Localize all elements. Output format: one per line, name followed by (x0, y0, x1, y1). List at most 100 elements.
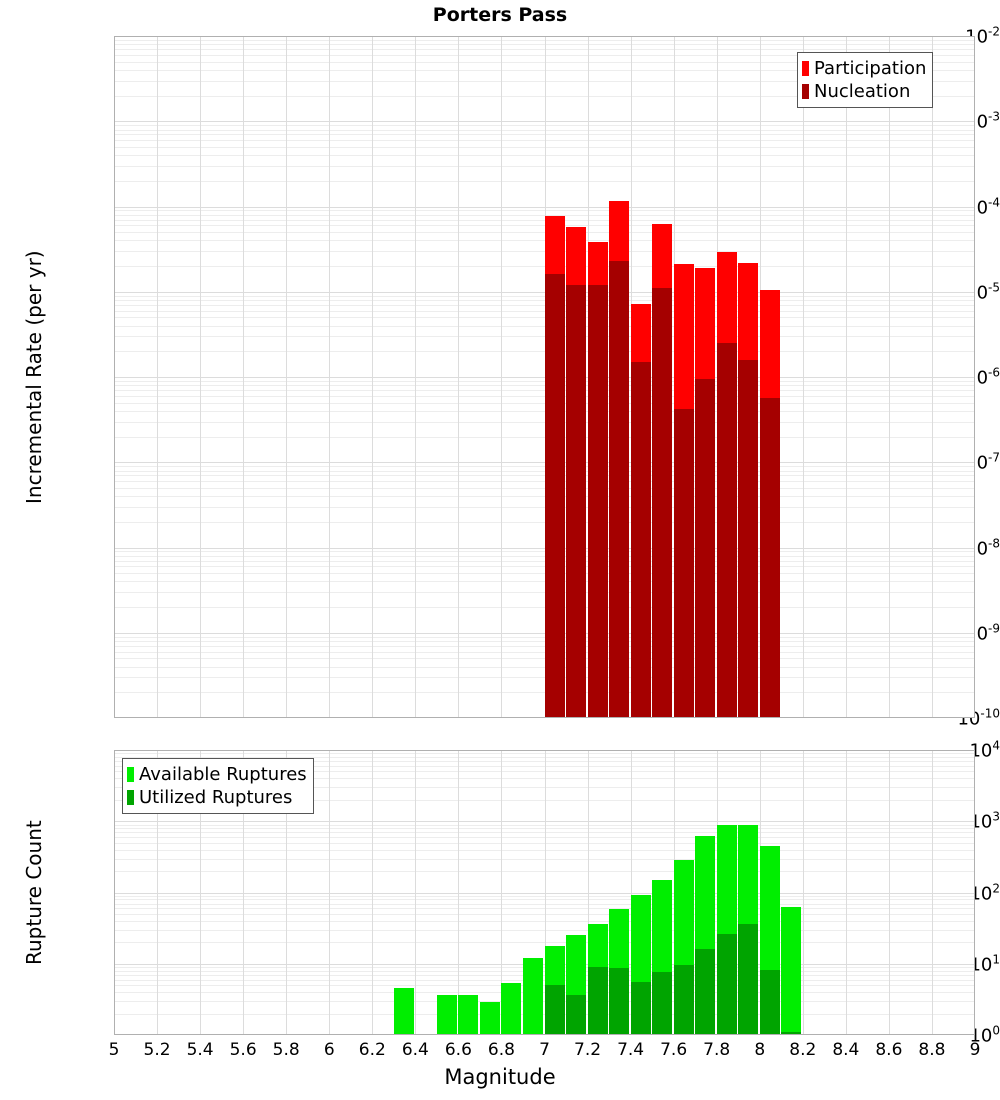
gridline-vertical (501, 36, 502, 718)
x-tick-label: 9 (969, 1040, 981, 1060)
gridline-vertical (329, 750, 330, 1035)
bar-segment-lower (630, 982, 651, 1035)
bottom-panel-legend: Available Ruptures Utilized Ruptures (122, 758, 314, 814)
gridline-vertical (200, 36, 201, 718)
gridline-horizontal-minor (114, 766, 975, 767)
bar-segment-lower (587, 284, 608, 718)
top-panel-plot-area (114, 36, 975, 718)
gridline-horizontal-minor (114, 181, 975, 182)
bar (479, 1002, 500, 1035)
bar (630, 895, 651, 1035)
gridline-vertical (846, 750, 847, 1035)
bar (652, 224, 673, 718)
gridline-vertical (889, 36, 890, 718)
gridline-vertical (588, 750, 589, 1035)
bar (393, 988, 414, 1035)
gridline-vertical (545, 750, 546, 1035)
gridline-vertical (415, 750, 416, 1035)
bar (716, 824, 737, 1035)
x-tick-label: 8.4 (832, 1040, 860, 1060)
legend-color-swatch-icon (127, 767, 134, 782)
x-tick-label: 8 (754, 1040, 766, 1060)
bar (759, 289, 780, 718)
bar (673, 859, 694, 1035)
bottom-legend-item[interactable]: Utilized Ruptures (127, 786, 307, 809)
bottom-panel-y-tick: 104 (969, 738, 1000, 762)
x-tick-label: 5 (108, 1040, 120, 1060)
top-panel-legend: Participation Nucleation (797, 52, 934, 108)
gridline-horizontal-minor (114, 130, 975, 131)
bar-segment-lower (544, 274, 565, 718)
gridline-horizontal-minor (114, 843, 975, 844)
gridline-horizontal-minor (114, 771, 975, 772)
bar (522, 958, 543, 1035)
bar-segment-lower (738, 924, 759, 1035)
gridline-horizontal-minor (114, 96, 975, 97)
gridline-vertical (631, 750, 632, 1035)
bar (587, 924, 608, 1035)
bottom-legend-label: Utilized Ruptures (139, 786, 293, 808)
gridline-horizontal-minor (114, 871, 975, 872)
x-tick-label: 6.6 (444, 1040, 472, 1060)
x-tick-label: 6.2 (358, 1040, 386, 1060)
gridline-horizontal-minor (114, 778, 975, 779)
gridline-vertical (932, 750, 933, 1035)
bar (458, 995, 479, 1035)
x-tick-label: 5.6 (229, 1040, 257, 1060)
gridline-vertical (286, 36, 287, 718)
bar-segment-lower (609, 968, 630, 1035)
top-legend-item[interactable]: Nucleation (802, 80, 926, 103)
gridline-vertical (458, 36, 459, 718)
bottom-panel-y-tick: 102 (969, 881, 1000, 904)
gridline-horizontal-minor (114, 942, 975, 943)
bar-segment-lower (566, 284, 587, 718)
bar-segment-lower (673, 409, 694, 718)
x-axis-label: Magnitude (444, 1065, 556, 1089)
gridline-horizontal-minor (114, 125, 975, 126)
gridline-horizontal-minor (114, 800, 975, 801)
legend-color-swatch-icon (802, 84, 809, 99)
gridline-vertical (157, 36, 158, 718)
bar-segment-lower (544, 985, 565, 1035)
x-tick-label: 7.4 (617, 1040, 645, 1060)
x-tick-label: 7.8 (703, 1040, 731, 1060)
bar-segment-lower (716, 934, 737, 1035)
gridline-vertical (803, 36, 804, 718)
x-tick-label: 5.8 (272, 1040, 300, 1060)
top-legend-item[interactable]: Participation (802, 57, 926, 80)
gridline-horizontal-minor (114, 787, 975, 788)
bottom-panel-y-tick: 101 (969, 952, 1000, 976)
gridline-vertical (372, 750, 373, 1035)
gridline-horizontal-major (114, 821, 975, 822)
bar-segment-lower (652, 972, 673, 1035)
x-tick-label: 7.2 (574, 1040, 602, 1060)
bar-segment-lower (759, 969, 780, 1035)
bar (716, 252, 737, 718)
x-tick-label: 7.6 (660, 1040, 688, 1060)
bar-segment-lower (673, 965, 694, 1035)
bar (609, 201, 630, 718)
gridline-horizontal-minor (114, 166, 975, 167)
gridline-horizontal-minor (114, 921, 975, 922)
gridline-horizontal-major (114, 207, 975, 208)
gridline-horizontal-minor (114, 753, 975, 754)
gridline-vertical (157, 750, 158, 1035)
bottom-legend-item[interactable]: Available Ruptures (127, 763, 307, 786)
bottom-panel-y-tick: 103 (969, 809, 1000, 833)
gridline-horizontal-minor (114, 49, 975, 50)
page-title: Porters Pass (432, 4, 568, 26)
x-tick-label: 5.2 (143, 1040, 171, 1060)
gridline-horizontal-minor (114, 81, 975, 82)
gridline-vertical (243, 750, 244, 1035)
gridline-horizontal-major (114, 893, 975, 894)
gridline-horizontal-minor (114, 896, 975, 897)
gridline-vertical (889, 750, 890, 1035)
gridline-horizontal-minor (114, 825, 975, 826)
bar (781, 907, 802, 1035)
legend-color-swatch-icon (802, 61, 809, 76)
bar-segment-lower (738, 359, 759, 718)
bar-segment-lower (566, 995, 587, 1035)
x-tick-label: 7 (539, 1040, 550, 1060)
bar (544, 945, 565, 1035)
